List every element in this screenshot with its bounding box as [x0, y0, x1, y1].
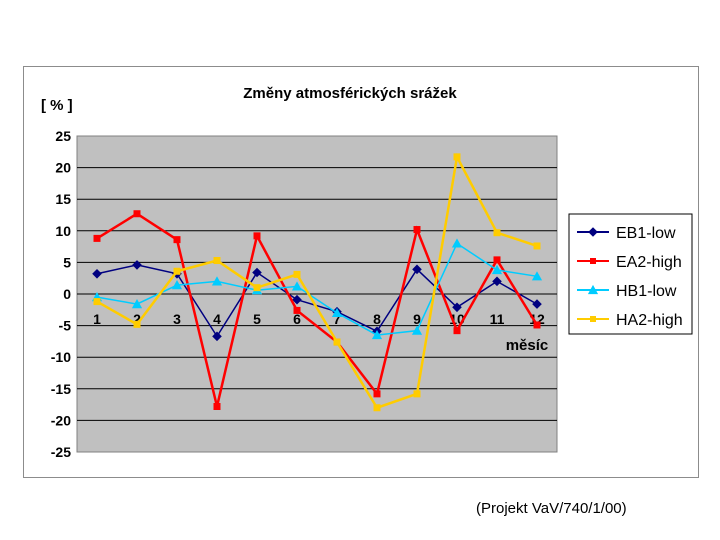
- series-line: [96, 212, 539, 407]
- legend-label: HB1-low: [616, 283, 677, 300]
- y-tick-label: -15: [51, 381, 71, 397]
- data-point: [453, 327, 461, 335]
- legend-label: EB1-low: [616, 225, 676, 242]
- data-point: [253, 284, 261, 292]
- y-tick-label: -25: [51, 444, 71, 460]
- legend-label: EA2-high: [616, 254, 682, 271]
- x-tick-label: 11: [490, 311, 505, 327]
- data-point: [253, 232, 261, 240]
- y-tick-labels: 25 20 15 10 5 0 -5 -10 -15 -20 -25: [51, 128, 71, 460]
- data-point: [588, 227, 598, 237]
- y-tick-label: 5: [63, 254, 71, 270]
- data-point: [93, 234, 101, 242]
- x-tick-label: 7: [333, 311, 341, 327]
- line-chart: Změny atmosférických srážek [ % ] 252015…: [41, 85, 693, 460]
- data-point: [491, 264, 503, 275]
- legend-label: HA2-high: [616, 312, 683, 329]
- series-ha2-high: [93, 153, 541, 412]
- series-layer: [91, 153, 543, 412]
- data-point: [132, 260, 142, 270]
- chart-title: Změny atmosférických srážek: [243, 85, 457, 102]
- data-point: [371, 329, 383, 340]
- series-line: [96, 242, 538, 336]
- data-point: [171, 280, 183, 290]
- x-tick-label: 5: [253, 311, 261, 327]
- data-point: [211, 276, 223, 286]
- series-line: [96, 153, 538, 410]
- data-point: [173, 267, 181, 275]
- data-point: [373, 404, 381, 412]
- data-point: [131, 299, 143, 309]
- data-point: [331, 307, 343, 318]
- data-point: [93, 298, 101, 306]
- y-tick-label: -10: [51, 349, 71, 365]
- data-point: [133, 320, 141, 328]
- data-point: [92, 268, 102, 279]
- data-point: [453, 153, 461, 161]
- chart-frame: Změny atmosférických srážek [ % ] 25 20 15…: [23, 66, 699, 478]
- x-tick-label: 3: [173, 311, 181, 327]
- y-tick-label: 20: [55, 160, 71, 176]
- data-point: [373, 390, 381, 398]
- y-tick-label: 15: [55, 191, 71, 207]
- data-point: [493, 229, 501, 237]
- data-point: [493, 256, 501, 264]
- y-axis-label: [ % ]: [41, 97, 73, 114]
- y-tick-label: -20: [51, 412, 71, 428]
- data-point: [291, 281, 303, 291]
- y-tick-label: 10: [55, 223, 71, 239]
- data-point: [213, 257, 221, 265]
- data-point: [590, 316, 596, 322]
- x-tick-label: 4: [213, 311, 221, 327]
- source-note: (Projekt VaV/740/1/00): [476, 500, 627, 517]
- data-point: [293, 270, 301, 278]
- data-point: [173, 236, 181, 244]
- data-point: [452, 302, 462, 313]
- data-point: [590, 258, 596, 264]
- legend-box: [568, 213, 693, 335]
- data-point: [413, 226, 421, 234]
- data-point: [333, 338, 341, 346]
- x-tick-label: 1: [93, 311, 101, 327]
- data-point: [411, 325, 423, 335]
- data-point: [533, 321, 541, 329]
- data-point: [252, 267, 262, 278]
- legend: EB1-low EA2-high HB1-low HA2-high: [568, 213, 693, 335]
- x-tick-label: 8: [373, 311, 381, 327]
- x-tick-label: 12: [529, 311, 545, 327]
- data-point: [587, 284, 599, 295]
- x-axis-label: měsíc: [506, 337, 549, 354]
- data-point: [413, 390, 421, 398]
- data-point: [412, 264, 422, 275]
- data-point: [213, 402, 221, 410]
- data-point: [492, 276, 502, 287]
- data-point: [292, 294, 302, 305]
- data-point: [531, 271, 543, 281]
- data-point: [133, 210, 141, 218]
- data-point: [293, 306, 301, 314]
- data-point: [533, 242, 541, 250]
- series-line: [96, 264, 538, 338]
- x-tick-label: 6: [293, 311, 301, 327]
- y-tick-label: 0: [63, 286, 71, 302]
- x-tick-label: 9: [413, 311, 421, 327]
- x-tick-label: 2: [133, 311, 141, 327]
- y-tick-label: -5: [59, 318, 72, 334]
- data-point: [212, 331, 222, 342]
- series-ea2-high: [93, 210, 541, 410]
- data-point: [451, 238, 463, 248]
- y-tick-label: 25: [55, 128, 71, 144]
